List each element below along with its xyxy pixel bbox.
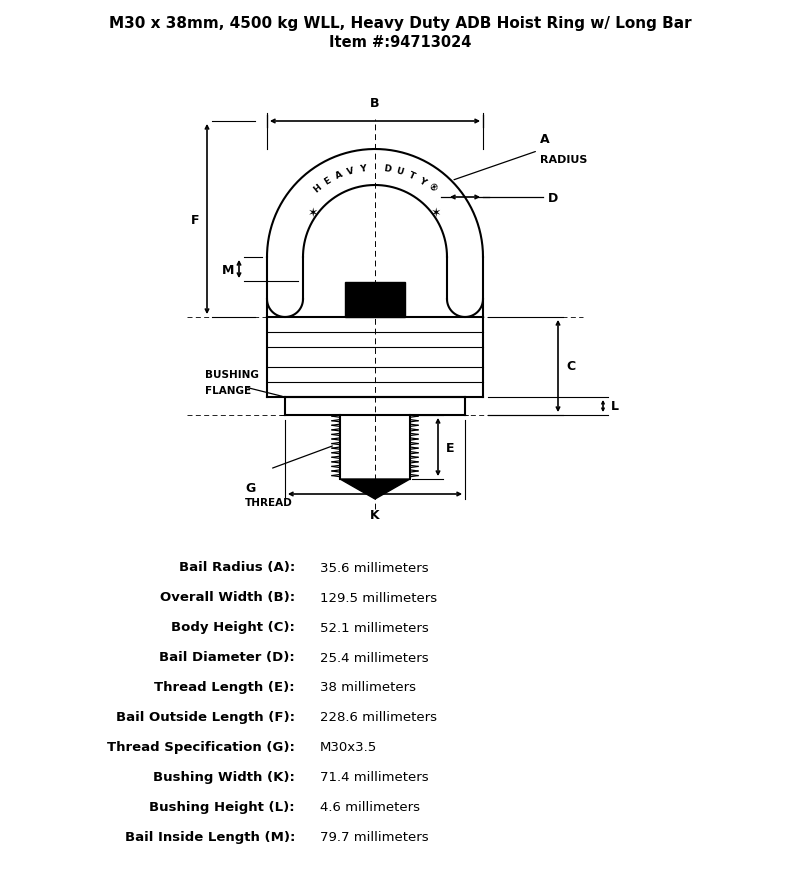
Text: ✶: ✶ — [308, 206, 318, 219]
Text: Bushing Height (L):: Bushing Height (L): — [150, 801, 295, 814]
Text: U: U — [394, 166, 404, 176]
Text: Bushing Width (K):: Bushing Width (K): — [153, 771, 295, 784]
Text: Thread Length (E):: Thread Length (E): — [154, 681, 295, 694]
Text: V: V — [346, 166, 355, 176]
Text: FLANGE: FLANGE — [205, 386, 251, 396]
Text: D: D — [383, 164, 392, 174]
Text: E: E — [322, 175, 333, 187]
Text: K: K — [370, 509, 380, 522]
Text: Y: Y — [359, 164, 366, 174]
Text: Thread Specification (G):: Thread Specification (G): — [107, 741, 295, 753]
Text: M: M — [222, 263, 234, 276]
Text: Y: Y — [417, 175, 427, 187]
Text: L: L — [611, 400, 619, 413]
Polygon shape — [345, 282, 405, 317]
Text: G: G — [245, 481, 255, 495]
Text: ®: ® — [426, 182, 438, 195]
Text: 25.4 millimeters: 25.4 millimeters — [320, 651, 429, 664]
Text: B: B — [370, 96, 380, 110]
Text: RADIUS: RADIUS — [540, 154, 587, 165]
Text: 71.4 millimeters: 71.4 millimeters — [320, 771, 429, 784]
Polygon shape — [340, 480, 410, 499]
Text: BUSHING: BUSHING — [205, 369, 259, 380]
Text: 52.1 millimeters: 52.1 millimeters — [320, 621, 429, 634]
Text: 35.6 millimeters: 35.6 millimeters — [320, 561, 429, 574]
Text: 4.6 millimeters: 4.6 millimeters — [320, 801, 420, 814]
Text: D: D — [548, 191, 558, 204]
Text: Bail Inside Length (M):: Bail Inside Length (M): — [125, 831, 295, 844]
Text: E: E — [446, 441, 454, 454]
Text: C: C — [566, 360, 575, 373]
Text: F: F — [190, 213, 199, 226]
Text: Item #:94713024: Item #:94713024 — [329, 34, 471, 49]
Text: M30x3.5: M30x3.5 — [320, 741, 378, 753]
Text: 129.5 millimeters: 129.5 millimeters — [320, 591, 437, 603]
Text: Bail Radius (A):: Bail Radius (A): — [178, 561, 295, 574]
Text: A: A — [334, 170, 344, 181]
Text: THREAD: THREAD — [245, 497, 293, 508]
Text: Bail Outside Length (F):: Bail Outside Length (F): — [116, 710, 295, 724]
Text: A: A — [540, 133, 550, 146]
Text: Bail Diameter (D):: Bail Diameter (D): — [159, 651, 295, 664]
Text: 38 millimeters: 38 millimeters — [320, 681, 416, 694]
Text: T: T — [406, 170, 416, 181]
Text: 79.7 millimeters: 79.7 millimeters — [320, 831, 429, 844]
Text: 228.6 millimeters: 228.6 millimeters — [320, 710, 437, 724]
Text: ✶: ✶ — [431, 206, 442, 219]
Text: Overall Width (B):: Overall Width (B): — [160, 591, 295, 603]
Text: Body Height (C):: Body Height (C): — [171, 621, 295, 634]
Text: M30 x 38mm, 4500 kg WLL, Heavy Duty ADB Hoist Ring w/ Long Bar: M30 x 38mm, 4500 kg WLL, Heavy Duty ADB … — [109, 16, 691, 31]
Text: H: H — [312, 182, 323, 195]
